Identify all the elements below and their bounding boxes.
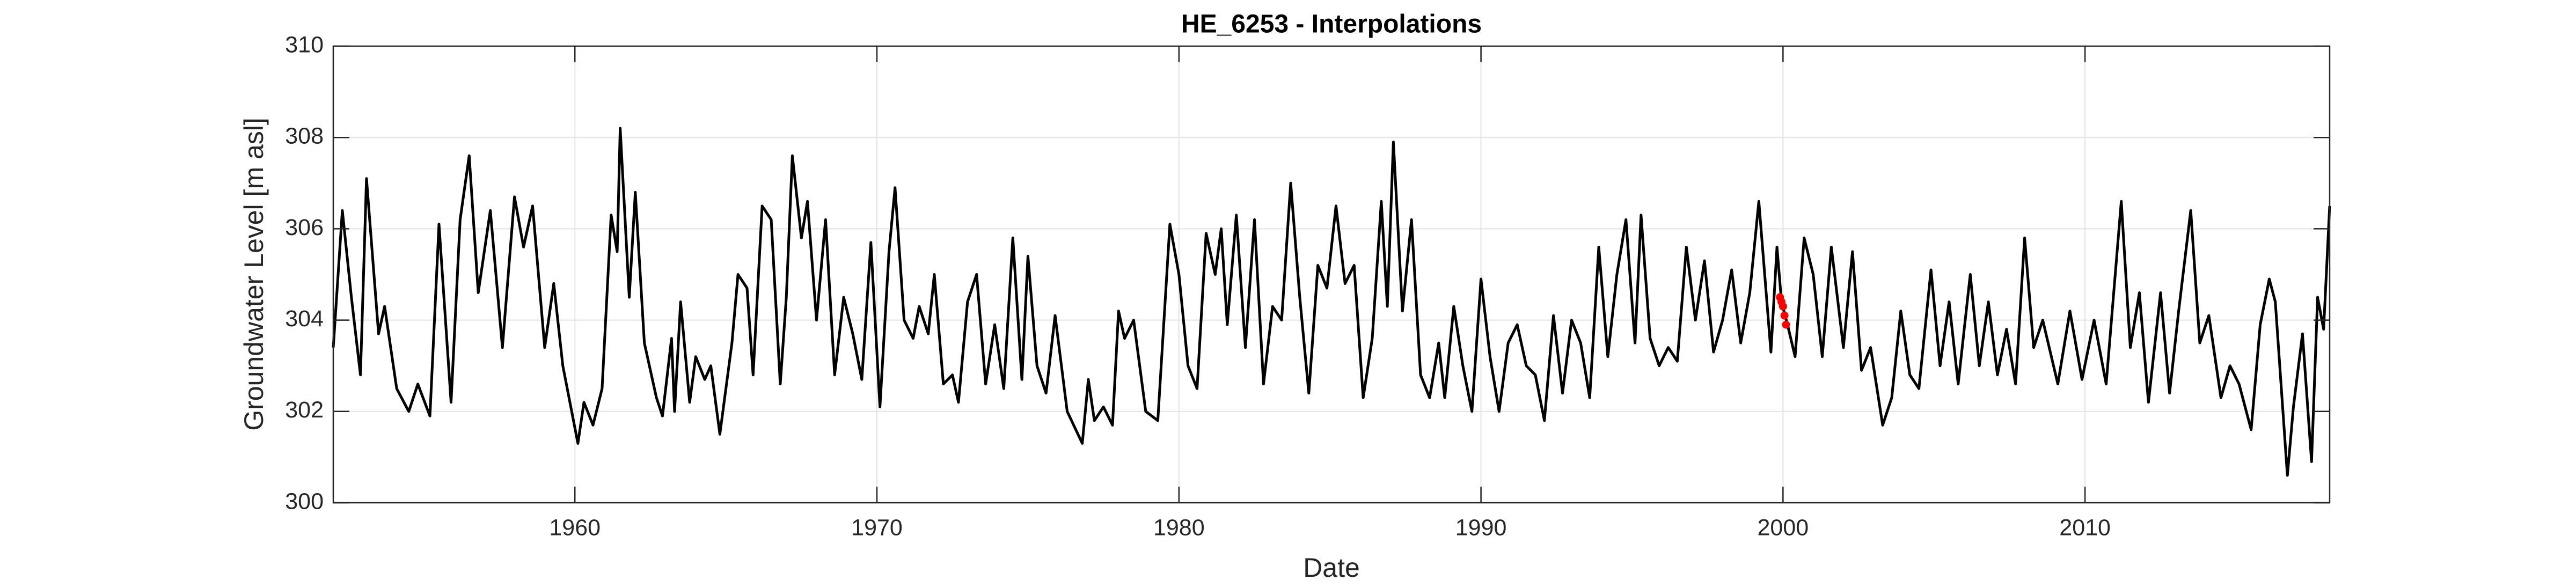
x-axis-label: Date bbox=[1303, 553, 1360, 583]
interpolated-point bbox=[1779, 302, 1787, 311]
x-tick-label: 1990 bbox=[1455, 515, 1507, 540]
y-axis-label: Groundwater Level [m asl] bbox=[239, 118, 269, 431]
interpolated-point bbox=[1782, 320, 1790, 329]
ticks: 1960 1970 1980 1990 2000 2010 300 302 304 306 308 3… bbox=[285, 32, 2330, 540]
series-line bbox=[332, 127, 2331, 477]
y-tick-label: 300 bbox=[285, 488, 324, 514]
y-tick-label: 306 bbox=[285, 215, 324, 240]
x-tick-label: 1980 bbox=[1153, 515, 1205, 540]
y-tick-label: 310 bbox=[285, 32, 324, 57]
axes-box bbox=[332, 45, 2331, 504]
interpolated-point bbox=[1780, 311, 1789, 320]
x-tick-label: 2000 bbox=[1758, 515, 1809, 540]
chart-title: HE_6253 - Interpolations bbox=[1181, 10, 1482, 39]
plot-area bbox=[333, 46, 2330, 503]
y-tick-label: 304 bbox=[285, 306, 324, 332]
y-tick-label: 302 bbox=[285, 397, 324, 423]
x-tick-label: 1970 bbox=[851, 515, 903, 540]
series-layer bbox=[332, 127, 2331, 477]
x-tick-label: 2010 bbox=[2059, 515, 2111, 540]
y-tick-label: 308 bbox=[285, 123, 324, 149]
x-tick-label: 1960 bbox=[549, 515, 601, 540]
